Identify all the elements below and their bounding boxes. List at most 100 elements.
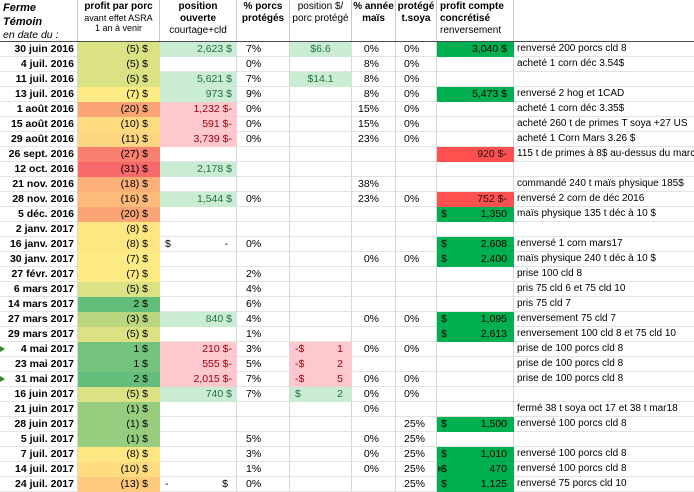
cell-corn[interactable]: 0% [352, 252, 396, 267]
table-row[interactable]: 4 juil. 2016 (5) $0% 8% 0% acheté 1 corn déc… [0, 57, 694, 72]
cell-corn[interactable] [352, 267, 396, 282]
cell-profit[interactable]: (20) $ [78, 207, 160, 222]
cell-position[interactable] [160, 297, 237, 312]
cell-realized[interactable] [437, 132, 514, 147]
cell-profit[interactable]: (5) $ [78, 72, 160, 87]
cell-soy[interactable]: 0% [396, 117, 437, 132]
cell-soy[interactable] [396, 297, 437, 312]
cell-pct-pigs[interactable]: 0% [237, 192, 290, 207]
cell-date[interactable]: 12 oct. 2016 [0, 162, 78, 177]
cell-corn[interactable]: 0% [352, 432, 396, 447]
cell-date[interactable]: 16 janv. 2017 [0, 237, 78, 252]
cell-soy[interactable] [396, 147, 437, 162]
cell-realized[interactable] [437, 267, 514, 282]
cell-soy[interactable]: 25% [396, 417, 437, 432]
cell-position[interactable]: 740 $ [160, 387, 237, 402]
cell-date[interactable]: 23 mai 2017 [0, 357, 78, 372]
cell-profit[interactable]: (10) $ [78, 462, 160, 477]
cell-position[interactable] [160, 282, 237, 297]
cell-note[interactable]: renversé 2 corn de déc 2016 [514, 192, 694, 207]
cell-soy[interactable] [396, 207, 437, 222]
cell-pct-pigs[interactable] [237, 402, 290, 417]
table-row[interactable]: 2 janv. 2017 (8) $ [0, 222, 694, 237]
cell-pct-pigs[interactable] [237, 252, 290, 267]
cell-date[interactable]: 30 juin 2016 [0, 42, 78, 57]
cell-corn[interactable] [352, 327, 396, 342]
cell-note[interactable]: pris 75 cld 7 [514, 297, 694, 312]
cell-corn[interactable]: 0% [352, 42, 396, 57]
header-position-per-pig-column[interactable]: position $/ porc protégé [290, 0, 352, 41]
cell-profit[interactable]: (1) $ [78, 417, 160, 432]
cell-realized[interactable] [437, 102, 514, 117]
cell-note[interactable]: acheté 260 t de primes T soya +27 US [514, 117, 694, 132]
header-pct-pigs-column[interactable]: % porcs protégés [237, 0, 290, 41]
table-row[interactable]: 4 mai 2017 1 $210 $- 3% -$ 1 0% 0% prise de 100… [0, 342, 694, 357]
cell-profit[interactable]: 2 $ [78, 297, 160, 312]
cell-pct-pigs[interactable]: 0% [237, 237, 290, 252]
cell-date[interactable]: 2 janv. 2017 [0, 222, 78, 237]
cell-note[interactable] [514, 72, 694, 87]
cell-position[interactable] [160, 207, 237, 222]
cell-soy[interactable] [396, 282, 437, 297]
cell-soy[interactable]: 25% [396, 462, 437, 477]
cell-date[interactable]: 27 mars 2017 [0, 312, 78, 327]
table-row[interactable]: 5 déc. 2016 (20) $ $1,350 maïs physique 135… [0, 207, 694, 222]
cell-pos-per-pig[interactable] [290, 102, 352, 117]
cell-corn[interactable] [352, 357, 396, 372]
cell-pos-per-pig[interactable] [290, 207, 352, 222]
cell-pct-pigs[interactable]: 5% [237, 357, 290, 372]
table-row[interactable]: 11 juil. 2016 (5) $5,621 $7% $14.1 8% 0% [0, 72, 694, 87]
cell-soy[interactable] [396, 237, 437, 252]
cell-profit[interactable]: (8) $ [78, 222, 160, 237]
cell-realized[interactable] [437, 432, 514, 447]
cell-position[interactable] [160, 432, 237, 447]
cell-profit[interactable]: (5) $ [78, 282, 160, 297]
cell-note[interactable]: renversé 100 porcs cld 8 [514, 417, 694, 432]
cell-realized[interactable]: $2,613 [437, 327, 514, 342]
cell-realized[interactable] [437, 402, 514, 417]
cell-corn[interactable] [352, 207, 396, 222]
cell-pos-per-pig[interactable] [290, 87, 352, 102]
cell-corn[interactable]: 23% [352, 192, 396, 207]
cell-note[interactable]: maïs physique 240 t déc à 10 $ [514, 252, 694, 267]
cell-date[interactable]: 24 juil. 2017 [0, 477, 78, 492]
cell-profit[interactable]: (18) $ [78, 177, 160, 192]
cell-note[interactable]: prise de 100 porcs cld 8 [514, 372, 694, 387]
cell-note[interactable]: prise de 100 porcs cld 8 [514, 357, 694, 372]
cell-position[interactable]: 555 $- [160, 357, 237, 372]
cell-date[interactable]: 13 juil. 2016 [0, 87, 78, 102]
cell-corn[interactable]: 0% [352, 372, 396, 387]
header-soy-column[interactable]: protégé t.soya [396, 0, 437, 41]
cell-date[interactable]: 4 juil. 2016 [0, 57, 78, 72]
cell-profit[interactable]: (27) $ [78, 147, 160, 162]
cell-date[interactable]: 31 mai 2017 [0, 372, 78, 387]
cell-pos-per-pig[interactable] [290, 57, 352, 72]
cell-realized[interactable] [437, 387, 514, 402]
cell-pct-pigs[interactable]: 0% [237, 132, 290, 147]
cell-pct-pigs[interactable] [237, 417, 290, 432]
cell-position[interactable]: 1,232 $- [160, 102, 237, 117]
cell-profit[interactable]: (7) $ [78, 87, 160, 102]
cell-note[interactable]: renversé 1 corn mars17 [514, 237, 694, 252]
cell-date[interactable]: 5 déc. 2016 [0, 207, 78, 222]
cell-note[interactable]: prise 100 cld 8 [514, 267, 694, 282]
cell-pct-pigs[interactable]: 7% [237, 42, 290, 57]
table-row[interactable]: 27 mars 2017 (3) $840 $4% 0% 0% $1,095 renver… [0, 312, 694, 327]
cell-note[interactable]: renversé 200 porcs cld 8 [514, 42, 694, 57]
cell-soy[interactable] [396, 177, 437, 192]
cell-realized[interactable]: $1,010 [437, 447, 514, 462]
cell-position[interactable]: 2,015 $- [160, 372, 237, 387]
cell-profit[interactable]: (5) $ [78, 57, 160, 72]
cell-corn[interactable]: 8% [352, 72, 396, 87]
cell-date[interactable]: 28 nov. 2016 [0, 192, 78, 207]
cell-realized[interactable]: 5,473 $ [437, 87, 514, 102]
header-position-column[interactable]: position ouverte courtage+cld [160, 0, 237, 41]
cell-pct-pigs[interactable] [237, 207, 290, 222]
cell-note[interactable]: renversé 100 porcs cld 8 [514, 462, 694, 477]
cell-date[interactable]: 26 sept. 2016 [0, 147, 78, 162]
cell-soy[interactable]: 25% [396, 447, 437, 462]
cell-soy[interactable]: 0% [396, 342, 437, 357]
table-row[interactable]: 29 mars 2017 (5) $ 1% $2,613 renversement 10… [0, 327, 694, 342]
cell-position[interactable] [160, 252, 237, 267]
table-row[interactable]: 7 juil. 2017 (8) $ 3% 0% 25% $1,010 renversé 1… [0, 447, 694, 462]
